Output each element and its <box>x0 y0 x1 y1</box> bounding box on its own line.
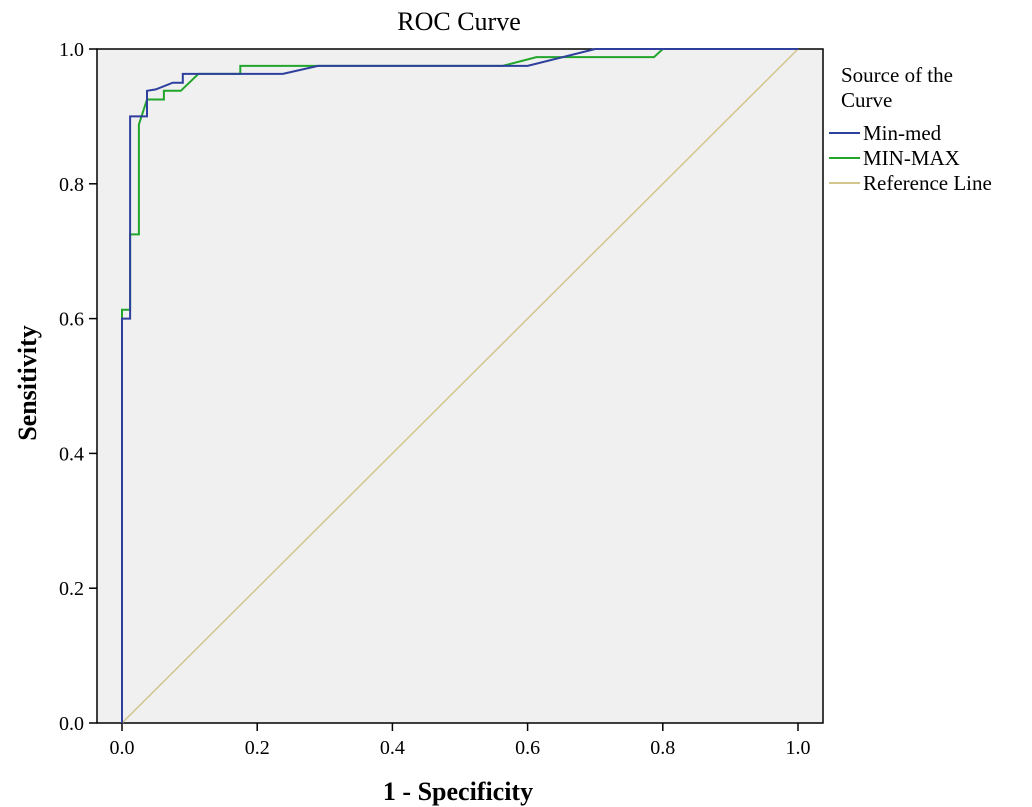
y-axis-ticks: 0.0 0.2 0.4 0.6 0.8 1.0 <box>59 39 97 735</box>
x-tick-label: 0.0 <box>110 737 135 759</box>
x-tick-label: 0.4 <box>380 737 405 759</box>
legend-label: Reference Line <box>863 171 992 195</box>
y-tick-label: 0.4 <box>59 443 84 465</box>
legend-title-line-1: Source of the <box>841 63 953 87</box>
y-tick-label: 1.0 <box>59 39 84 61</box>
y-tick-label: 0.2 <box>59 578 84 600</box>
legend-label: MIN-MAX <box>863 146 960 170</box>
y-tick-label: 0.0 <box>59 713 84 735</box>
y-tick-label: 0.6 <box>59 309 84 331</box>
series-line-min-med <box>121 48 798 723</box>
y-axis-label: Sensitivity <box>13 325 42 441</box>
x-axis-label: 1 - Specificity <box>383 777 533 806</box>
x-axis-ticks: 0.0 0.2 0.4 0.6 0.8 1.0 <box>110 723 811 759</box>
legend-title-line-2: Curve <box>841 88 892 112</box>
x-tick-label: 0.2 <box>245 737 270 759</box>
x-tick-label: 0.6 <box>515 737 540 759</box>
series-line-reference-line <box>121 48 799 724</box>
legend: Source of the Curve Min-medMIN-MAXRefere… <box>829 63 992 195</box>
x-tick-label: 0.8 <box>650 737 675 759</box>
y-tick-label: 0.8 <box>59 174 84 196</box>
legend-label: Min-med <box>863 121 942 145</box>
series-layer <box>121 48 799 724</box>
x-tick-label: 1.0 <box>786 737 811 759</box>
chart-title: ROC Curve <box>397 7 521 36</box>
